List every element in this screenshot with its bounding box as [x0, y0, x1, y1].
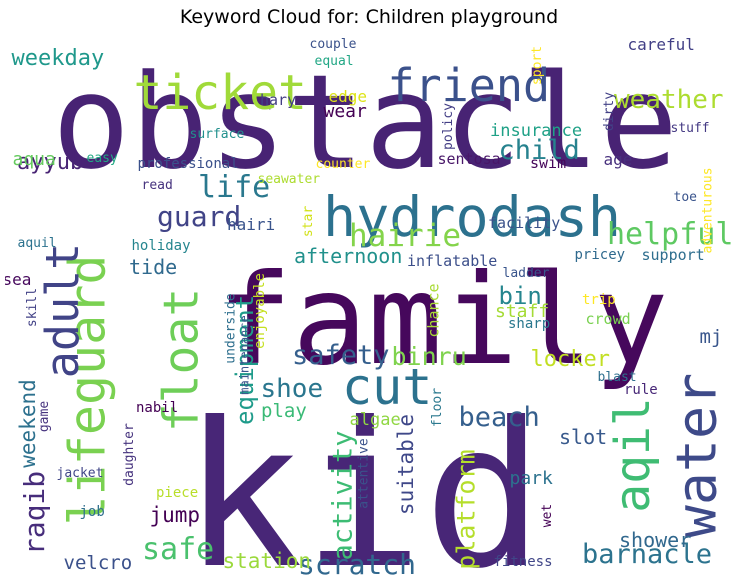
word-ladder: ladder: [502, 265, 550, 281]
word-hairi: hairi: [227, 215, 276, 234]
word-binru: binru: [391, 341, 467, 371]
word-underside: underside: [223, 292, 239, 364]
word-station: station: [222, 548, 312, 573]
word-seawater: seawater: [257, 171, 321, 187]
word-rule: rule: [624, 382, 658, 398]
word-support: support: [641, 245, 705, 264]
word-surface: surface: [189, 126, 245, 142]
word-shower: shower: [619, 528, 692, 552]
word-enjoyable: enjoyable: [251, 273, 268, 349]
word-aquil: aquil: [17, 235, 57, 251]
word-jump: jump: [149, 502, 201, 527]
word-shoe: shoe: [260, 374, 324, 404]
word-sharp: sharp: [508, 316, 551, 332]
word-trip: trip: [582, 292, 616, 308]
word-hary: hary: [260, 90, 297, 109]
word-bin: bin: [498, 282, 542, 310]
word-friend: friend: [387, 58, 551, 112]
word-aqua: aqua: [12, 149, 56, 170]
word-weather: weather: [614, 85, 724, 115]
word-park: park: [509, 468, 553, 489]
word-activity: activity: [327, 429, 359, 561]
word-dirty: dirty: [601, 91, 617, 131]
word-job: job: [79, 504, 105, 520]
word-policy: policy: [440, 102, 456, 150]
word-locker: locker: [530, 347, 610, 372]
word-afternoon: afternoon: [294, 244, 403, 268]
word-sentosa: sentosa: [437, 149, 501, 168]
word-fitness: fitness: [493, 554, 553, 570]
word-daughter: daughter: [121, 422, 137, 486]
word-ayyub: ayyub: [17, 150, 84, 175]
word-safety: safety: [292, 339, 390, 371]
chart-title: Keyword Cloud for: Children playground: [179, 6, 559, 28]
word-family: family: [217, 247, 669, 393]
word-staff: staff: [495, 301, 550, 322]
word-sea: sea: [5, 270, 32, 289]
word-wear: wear: [323, 101, 367, 122]
word-platform: platform: [451, 448, 481, 570]
word-hairie: hairie: [349, 217, 461, 254]
word-cut: cut: [342, 358, 433, 416]
word-child: child: [498, 134, 580, 166]
word-crowd: crowd: [585, 309, 631, 328]
word-professional: professional: [137, 156, 239, 172]
word-inflatable: inflatable: [407, 251, 498, 270]
word-facility: facility: [488, 213, 561, 232]
word-pricey: pricey: [574, 247, 626, 263]
word-ticket: ticket: [133, 65, 307, 121]
word-helpful: helpful: [607, 217, 733, 252]
word-age: age: [603, 150, 633, 169]
word-game: game: [36, 400, 52, 432]
word-adult: adult: [35, 242, 89, 378]
word-play: play: [261, 399, 307, 422]
word-life: life: [198, 170, 271, 205]
word-careful: careful: [627, 35, 695, 54]
word-barnacle: barnacle: [582, 538, 713, 570]
word-weekend: weekend: [15, 378, 40, 468]
word-obstacle: obstacle: [52, 46, 679, 198]
word-chance: chance: [424, 282, 443, 338]
word-scratch: scratch: [298, 548, 417, 580]
word-hydrodash: hydrodash: [323, 184, 622, 249]
word-attentive: attentive: [356, 437, 372, 509]
word-aqil: aqil: [604, 397, 661, 513]
word-wet: wet: [539, 503, 555, 527]
word-velcro: velcro: [63, 551, 133, 574]
word-holiday: holiday: [131, 238, 191, 254]
word-blast: blast: [597, 369, 637, 385]
word-easy: easy: [86, 150, 118, 166]
word-piece: piece: [156, 485, 199, 501]
word-stuff: stuff: [670, 120, 710, 136]
word-kid: kid: [182, 380, 544, 581]
word-toe: toe: [673, 189, 697, 205]
word-edge: edge: [328, 87, 368, 106]
word-nabil: nabil: [136, 400, 179, 416]
word-algae: algae: [349, 409, 401, 430]
word-cloud: obstacle family kid hydrodash ticket friend li…: [5, 35, 733, 580]
word-guard: guard: [157, 200, 242, 233]
word-raqib: raqib: [18, 470, 52, 556]
word-skill: skill: [24, 287, 40, 327]
word-weekday: weekday: [11, 46, 105, 71]
word-star: star: [300, 205, 316, 237]
word-water: water: [664, 372, 729, 538]
word-tide: tide: [129, 255, 178, 279]
word-read: read: [141, 177, 173, 193]
word-floor: floor: [429, 387, 445, 427]
word-safe: safe: [142, 532, 215, 567]
word-equal: equal: [314, 53, 354, 69]
word-slot: slot: [559, 425, 608, 449]
word-maintenance: maintenance: [237, 315, 252, 395]
word-jacket: jacket: [56, 465, 104, 481]
word-beach: beach: [458, 401, 540, 433]
word-sport: sport: [529, 45, 545, 85]
word-mj: mj: [699, 325, 723, 348]
word-adventurous: adventurous: [700, 166, 716, 254]
word-insurance: insurance: [490, 120, 583, 141]
word-couple: couple: [309, 36, 357, 52]
word-counter: counter: [315, 156, 371, 172]
word-swim: swim: [530, 153, 567, 172]
